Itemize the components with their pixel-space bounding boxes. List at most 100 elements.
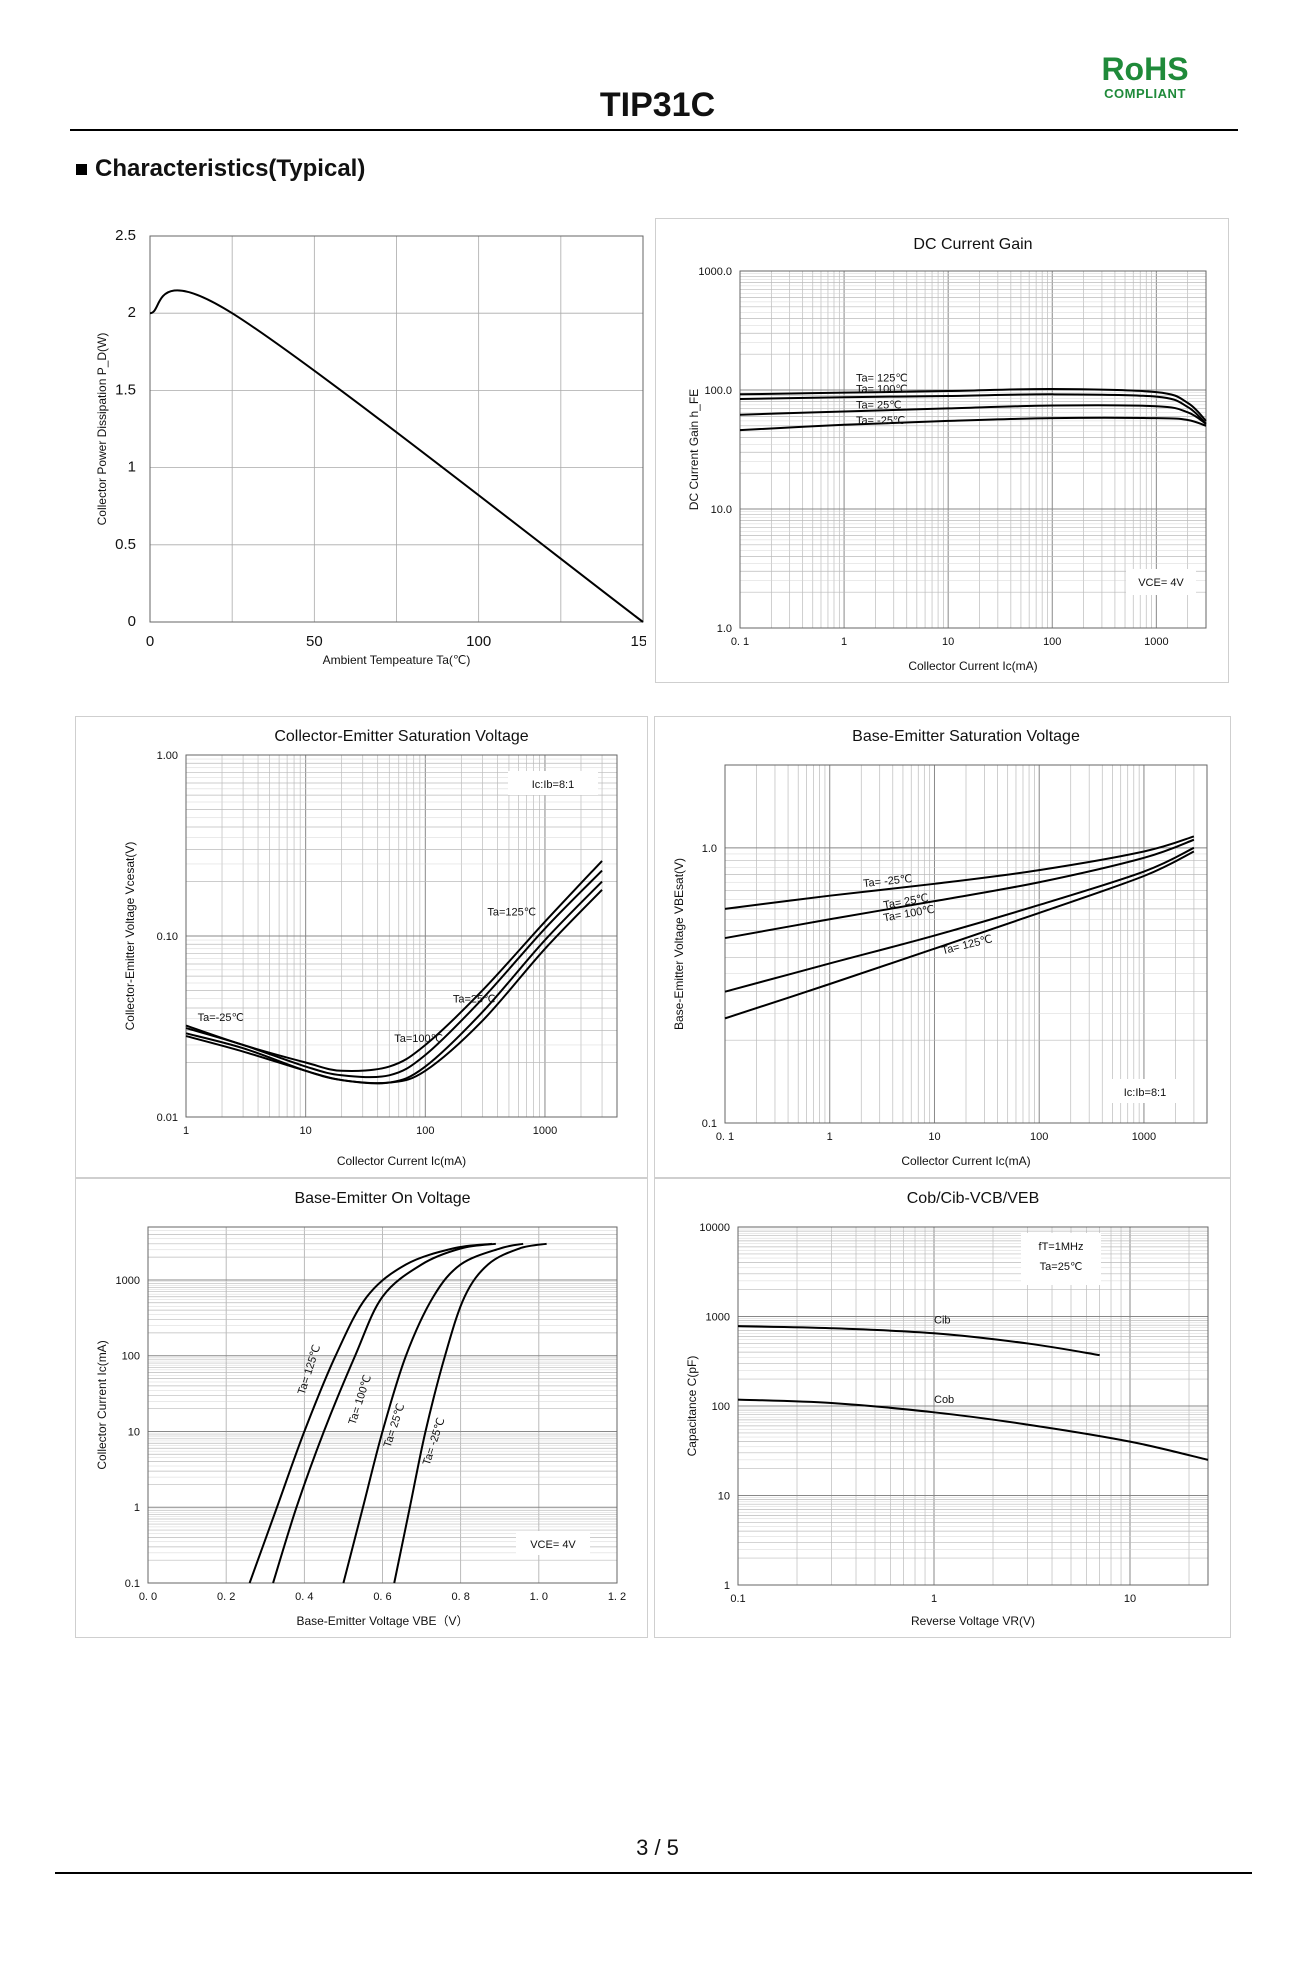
series-line-ta-125 bbox=[724, 850, 1195, 1020]
bullet-square-icon bbox=[76, 164, 87, 175]
plot-frame bbox=[724, 764, 1208, 1124]
series-line-ta-25 bbox=[724, 838, 1195, 940]
series-label: Ta=-25℃ bbox=[198, 1012, 244, 1024]
series-line-ta-25 bbox=[724, 835, 1195, 910]
y-tick-label: 10 bbox=[718, 1491, 730, 1503]
x-axis-label: Base-Emitter Voltage VBE（V） bbox=[296, 1614, 468, 1628]
x-tick-label: 1 bbox=[841, 636, 847, 648]
dc-current-gain-chart: 0. 1 1 10 100 1000 1.0 10.0 100.0 1000.0 DC Curre… bbox=[655, 218, 1229, 683]
x-tick-label: 0.1 bbox=[730, 1593, 745, 1605]
be-saturation-voltage-chart: 0. 1 1 10 100 1000 0.1 1.0 Base-Emitter Saturat… bbox=[654, 716, 1231, 1178]
rohs-compliant-label: COMPLIANT bbox=[1104, 86, 1186, 101]
series-line-ta-125 bbox=[739, 387, 1207, 422]
annotation-text: Ic:Ib=8:1 bbox=[532, 779, 575, 791]
y-tick-label: 1000 bbox=[116, 1275, 140, 1287]
x-tick-label: 1000 bbox=[533, 1125, 557, 1137]
y-tick-label: 2.5 bbox=[115, 227, 136, 244]
chart-title: DC Current Gain bbox=[913, 236, 1032, 253]
header-divider bbox=[70, 129, 1238, 131]
page-title: TIP31C bbox=[599, 86, 716, 124]
series-label: Ta= 100℃ bbox=[856, 384, 908, 396]
y-tick-label: 100.0 bbox=[704, 385, 732, 397]
annotation-text: VCE= 4V bbox=[1138, 577, 1184, 589]
x-tick-label: 100 bbox=[1030, 1131, 1048, 1143]
series-line-ta-25 bbox=[185, 889, 603, 1085]
x-tick-label: 10 bbox=[1124, 1593, 1136, 1605]
y-tick-label: 1.00 bbox=[157, 750, 178, 762]
x-tick-label: 50 bbox=[306, 633, 323, 650]
series-label: Ta= 25℃ bbox=[856, 399, 902, 411]
x-tick-label: 1 bbox=[931, 1593, 937, 1605]
x-tick-label: 150 bbox=[630, 633, 646, 650]
section-title: Characteristics(Typical) bbox=[76, 155, 365, 183]
be-on-voltage-chart: 0. 0 0. 2 0. 4 0. 6 0. 8 1. 0 1. 2 0.1 1 10 100 100… bbox=[75, 1178, 648, 1638]
series-line-ta-100 bbox=[185, 869, 603, 1079]
y-tick-label: 0 bbox=[128, 613, 136, 630]
x-tick-label: 10 bbox=[942, 636, 954, 648]
x-tick-label: 0. 8 bbox=[451, 1591, 469, 1603]
x-axis-label: Collector Current Ic(mA) bbox=[337, 1154, 466, 1168]
x-tick-label: 0. 2 bbox=[217, 1591, 235, 1603]
y-tick-label: 0.10 bbox=[157, 931, 178, 943]
series-line-ta-25 bbox=[393, 1242, 547, 1584]
annotation-box: fT=1MHz Ta=25℃ bbox=[1021, 1233, 1101, 1285]
x-tick-label: 100 bbox=[416, 1125, 434, 1137]
series-label: Ta= -25℃ bbox=[421, 1416, 448, 1467]
x-tick-label: 10 bbox=[300, 1125, 312, 1137]
y-tick-label: 0.1 bbox=[125, 1578, 140, 1590]
rohs-label: RoHS bbox=[1101, 51, 1189, 87]
annotation-text: Ta=25℃ bbox=[1040, 1261, 1083, 1273]
x-tick-label: 1000 bbox=[1132, 1131, 1156, 1143]
y-axis-label: Capacitance C(pF) bbox=[685, 1356, 699, 1457]
annotation-box: Ic:Ib=8:1 bbox=[1105, 1079, 1185, 1103]
x-tick-label: 100 bbox=[1043, 636, 1061, 648]
annotation-text: Ic:Ib=8:1 bbox=[1124, 1087, 1167, 1099]
series-label: Ta=25℃ bbox=[453, 993, 496, 1005]
grid bbox=[724, 764, 1208, 1124]
series-label: Ta= 100℃ bbox=[347, 1373, 374, 1426]
plot-frame bbox=[739, 270, 1207, 629]
y-tick-label: 1000 bbox=[706, 1312, 730, 1324]
y-axis-label: Base-Emitter Voltage VBEsat(V) bbox=[672, 858, 686, 1030]
footer-divider bbox=[55, 1872, 1252, 1874]
x-tick-label: 1 bbox=[183, 1125, 189, 1137]
chart-title: Base-Emitter Saturation Voltage bbox=[852, 728, 1080, 745]
chart-title: Base-Emitter On Voltage bbox=[294, 1190, 470, 1207]
series-label: Cob bbox=[934, 1394, 954, 1406]
series-label: Cib bbox=[934, 1315, 951, 1327]
x-tick-label: 10 bbox=[928, 1131, 940, 1143]
series-label: Ta=100℃ bbox=[394, 1033, 443, 1045]
x-tick-label: 0. 6 bbox=[373, 1591, 391, 1603]
y-axis-label: Collector Power Dissipation P_D(W) bbox=[95, 333, 109, 526]
y-tick-label: 1 bbox=[128, 459, 136, 476]
series-line-ta-100 bbox=[272, 1242, 496, 1584]
chart-svg: 0. 0 0. 2 0. 4 0. 6 0. 8 1. 0 1. 2 0.1 1 10 100 100… bbox=[95, 1190, 626, 1628]
series-line-ta-125 bbox=[185, 860, 603, 1073]
page-number: 3 / 5 bbox=[636, 1835, 679, 1860]
y-tick-label: 1 bbox=[134, 1502, 140, 1514]
x-axis-label: Reverse Voltage VR(V) bbox=[911, 1614, 1035, 1628]
series-label: Ta= -25℃ bbox=[856, 415, 905, 427]
x-axis-label: Collector Current Ic(mA) bbox=[908, 659, 1037, 673]
y-tick-label: 0.5 bbox=[115, 536, 136, 553]
y-tick-label: 2 bbox=[128, 304, 136, 321]
x-tick-label: 1. 2 bbox=[608, 1591, 626, 1603]
y-axis-label: Collector Current Ic(mA) bbox=[95, 1340, 109, 1469]
y-axis-label: DC Current Gain h_FE bbox=[687, 389, 701, 510]
series-line-ta-25 bbox=[739, 416, 1207, 432]
y-tick-label: 100 bbox=[712, 1401, 730, 1413]
plot-frame bbox=[149, 235, 644, 623]
series-line-cib bbox=[737, 1325, 1100, 1357]
y-tick-label: 10.0 bbox=[711, 504, 732, 516]
chart-svg: 1 10 100 1000 0.01 0.10 1.00 Collector-Emitter … bbox=[123, 728, 618, 1168]
annotation-box: Ic:Ib=8:1 bbox=[508, 771, 598, 795]
x-tick-label: 100 bbox=[466, 633, 491, 650]
y-tick-label: 0.01 bbox=[157, 1112, 178, 1124]
series-label: Ta=125℃ bbox=[487, 906, 536, 918]
series-line-cob bbox=[737, 1398, 1209, 1461]
series-label: Ta= 125℃ bbox=[856, 372, 908, 384]
chart-title: Cob/Cib-VCB/VEB bbox=[907, 1190, 1040, 1207]
x-tick-label: 0. 1 bbox=[716, 1131, 734, 1143]
annotation-box: VCE= 4V bbox=[1126, 569, 1196, 595]
chart-svg: 0. 1 1 10 100 1000 0.1 1.0 Base-Emitter Saturat… bbox=[672, 728, 1208, 1168]
